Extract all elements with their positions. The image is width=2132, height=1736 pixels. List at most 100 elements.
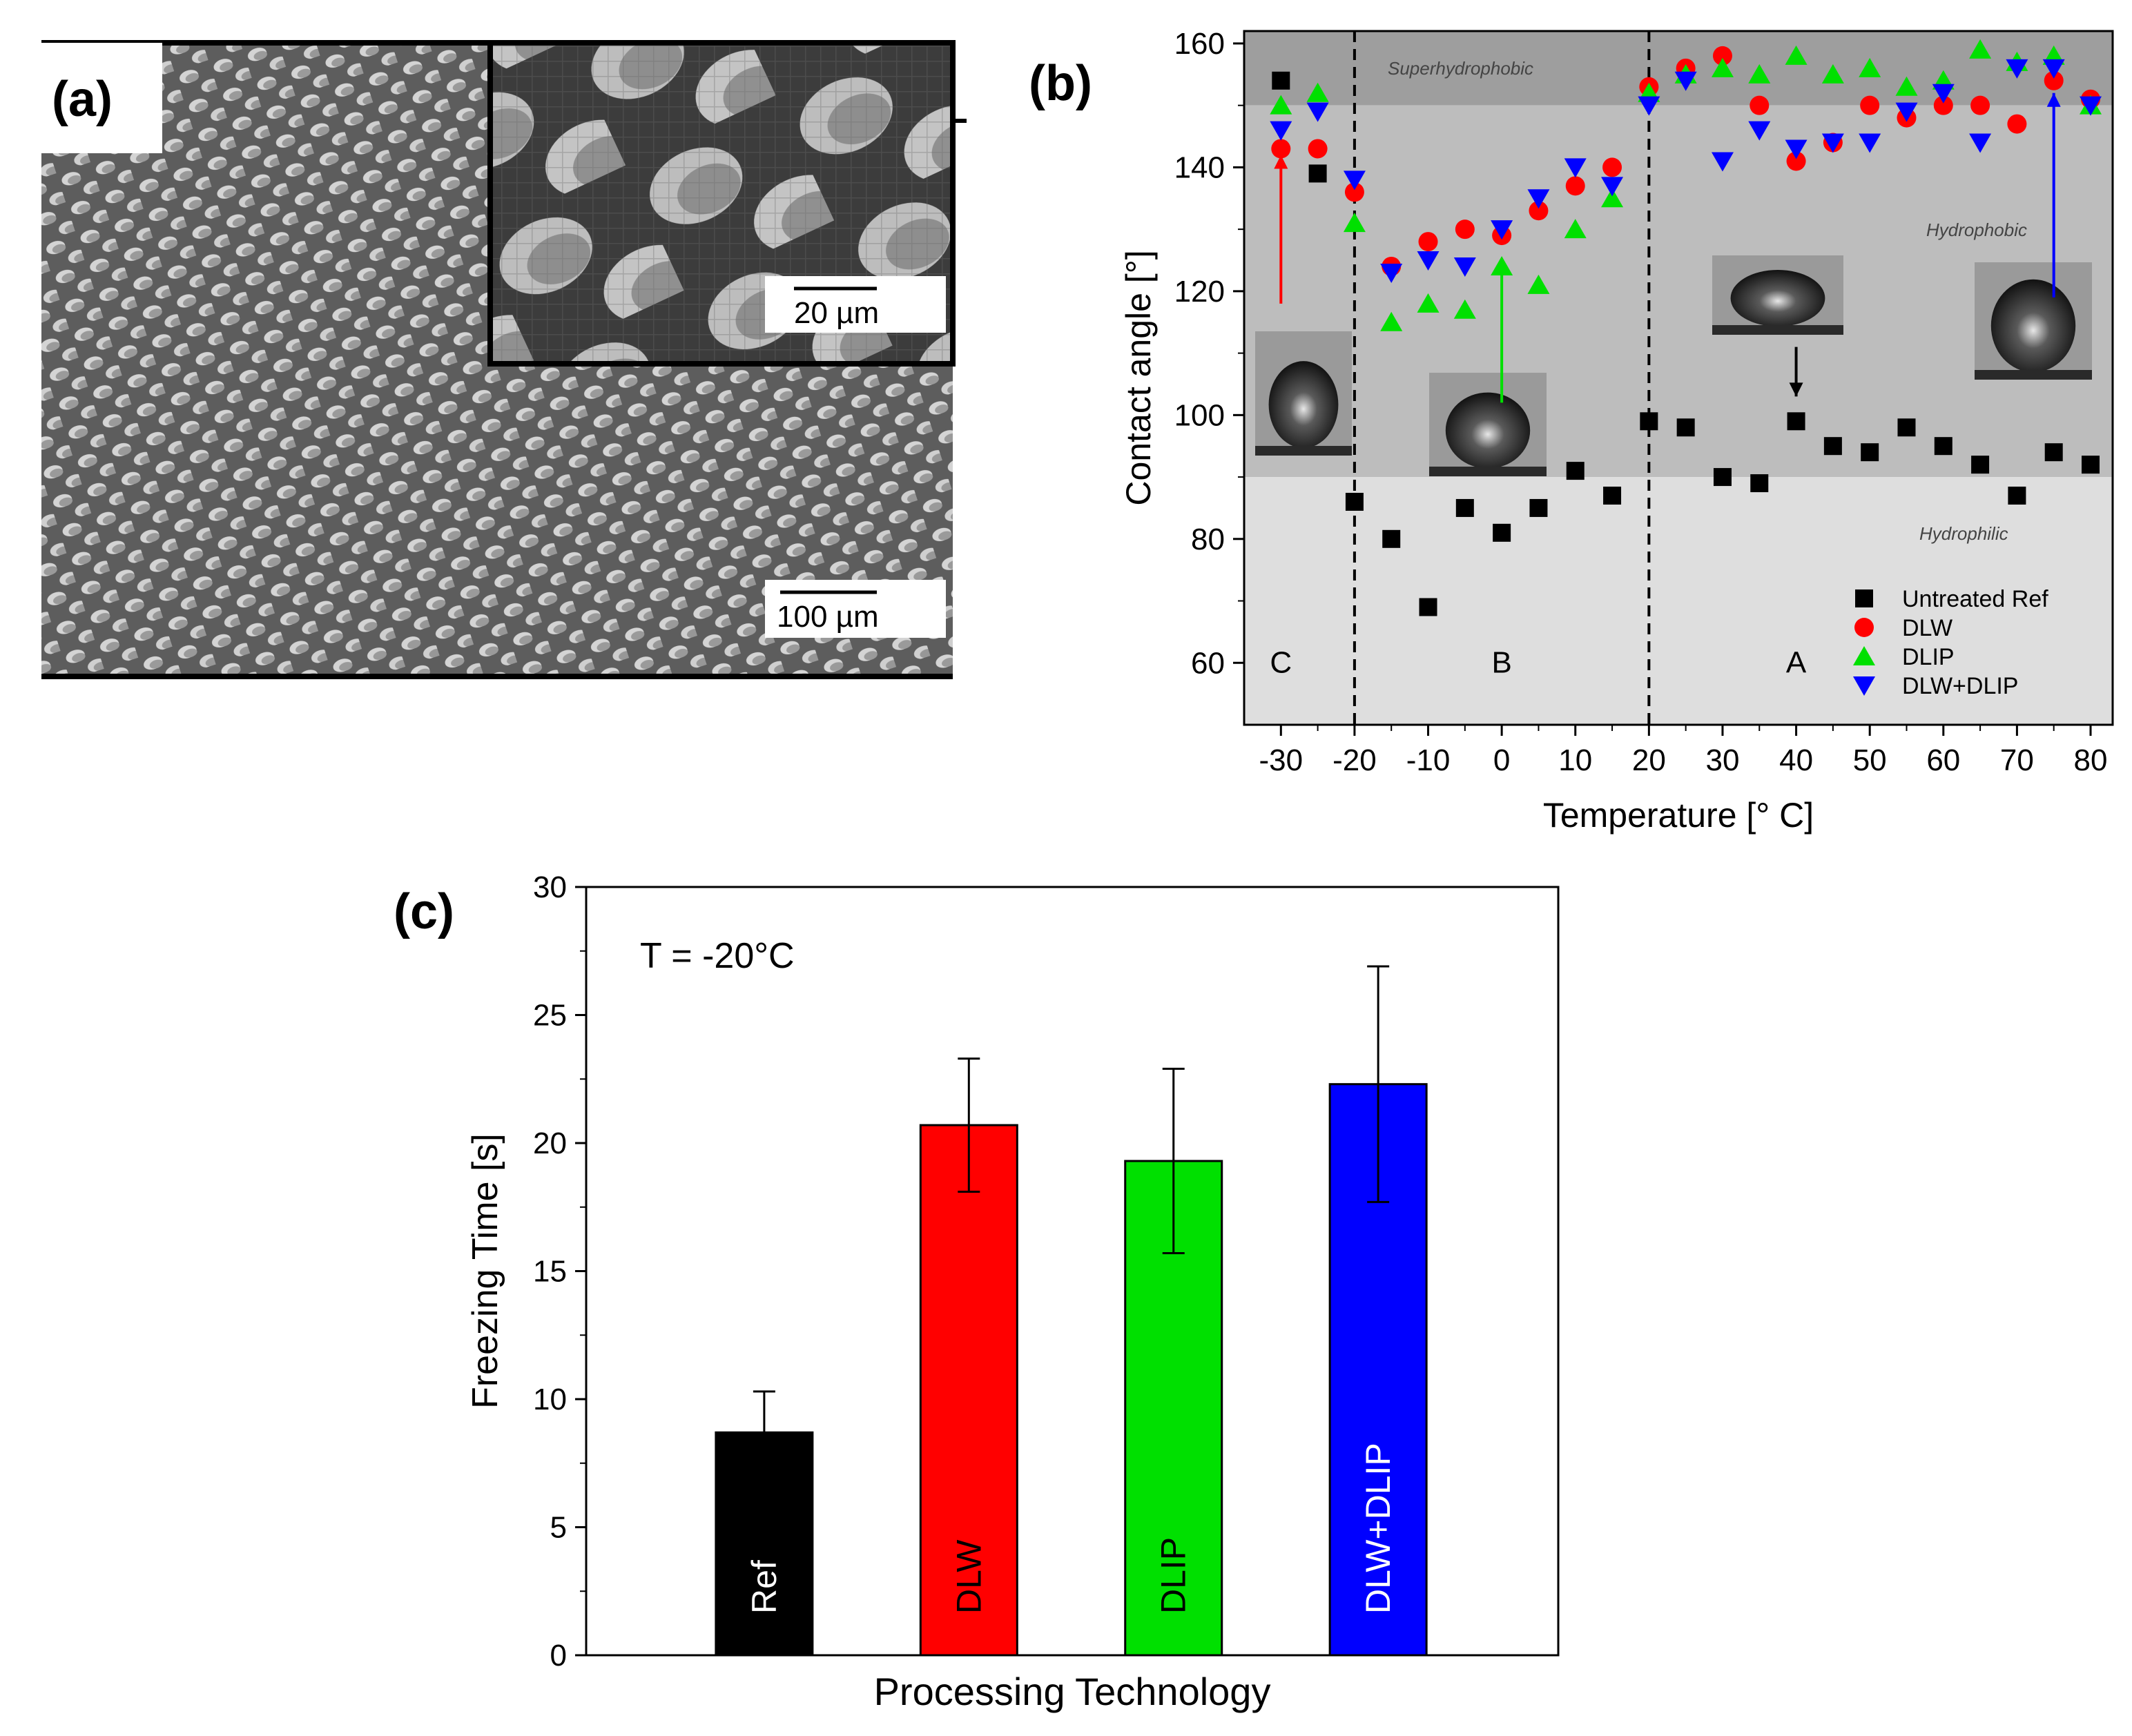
y-tick-label: 120 (1174, 275, 1225, 309)
main-scale-label: 100 µm (777, 600, 879, 634)
panel-b-label: (b) (1029, 56, 1092, 111)
pointer-arrow-head (1789, 382, 1803, 397)
y-tick-label: 10 (533, 1383, 567, 1416)
point-dlw (1308, 139, 1328, 159)
inset-scale-box (765, 276, 946, 333)
point-dlw-dlip (1969, 133, 1992, 153)
point-untreated-ref (1713, 468, 1732, 487)
region-label: Superhydrophobic (1388, 58, 1533, 79)
point-untreated-ref (2044, 443, 2063, 462)
legend-label: DLIP (1902, 644, 1955, 670)
legend-marker (1853, 646, 1875, 665)
droplet-icon (1990, 279, 2076, 373)
point-untreated-ref (1419, 598, 1437, 616)
point-dlip (1564, 219, 1587, 239)
bar-category-label: Ref (745, 1560, 784, 1614)
y-tick-label: 100 (1174, 398, 1225, 432)
inset-scale-label: 20 µm (794, 296, 879, 330)
x-axis-label: Temperature [° C] (1543, 796, 1814, 835)
panel-a-label: (a) (52, 72, 113, 127)
droplet-substrate (1255, 446, 1352, 456)
point-untreated-ref (1676, 418, 1695, 437)
panel-a-label-bg (41, 43, 162, 153)
point-dlw-dlip (1417, 251, 1440, 271)
point-untreated-ref (1455, 498, 1474, 517)
x-axis-label: Processing Technology (874, 1670, 1271, 1713)
y-tick-label: 25 (533, 999, 567, 1033)
y-tick-label: 160 (1174, 27, 1225, 61)
region-band-hydrophobic (1244, 105, 2113, 478)
region-label: Hydrophilic (1919, 523, 2008, 544)
y-tick-label: 20 (533, 1127, 567, 1160)
point-dlw (1529, 201, 1549, 221)
y-tick-label: 30 (533, 870, 567, 904)
point-dlw (1271, 139, 1291, 159)
pointer-arrow-head (2046, 92, 2061, 107)
point-dlw (2007, 114, 2027, 134)
legend-marker (1853, 676, 1875, 696)
point-dlip (1785, 45, 1808, 65)
point-dlw-dlip (1638, 96, 1660, 116)
point-dlw-dlip (1453, 257, 1476, 277)
panel-a: (a) 20 µm 100 µm (41, 40, 967, 679)
droplet-icon (1445, 392, 1531, 469)
x-tick-label: -10 (1406, 743, 1451, 777)
point-dlw-dlip (1859, 133, 1881, 153)
point-dlip (1601, 188, 1624, 208)
point-dlw-dlip (1748, 121, 1771, 141)
y-tick-label: 80 (1191, 523, 1225, 556)
x-tick-label: -20 (1332, 743, 1377, 777)
zone-label: A (1786, 645, 1807, 679)
legend-label: Untreated Ref (1902, 586, 2048, 612)
x-tick-label: 0 (1493, 743, 1510, 777)
point-dlw (1565, 176, 1585, 196)
x-tick-label: 40 (1779, 743, 1813, 777)
point-dlip (1895, 76, 1918, 96)
point-dlw (1860, 95, 1880, 115)
point-dlip (1417, 293, 1440, 313)
bar-category-label: DLIP (1154, 1537, 1193, 1614)
point-dlw-dlip (1270, 121, 1292, 141)
contact-angle-chart: Superhydrophobic Hydrophobic Hydrophilic C B… (1119, 27, 2114, 835)
point-dlw-dlip (1380, 263, 1403, 283)
point-dlip (1821, 64, 1844, 84)
x-tick-label: -30 (1259, 743, 1304, 777)
y-tick-label: 5 (550, 1511, 567, 1545)
droplet-substrate (1712, 325, 1843, 335)
region-label: Hydrophobic (1926, 220, 2027, 240)
point-dlw-dlip (2006, 59, 2028, 79)
point-dlip (1380, 311, 1403, 331)
point-untreated-ref (1603, 486, 1622, 505)
point-dlw-dlip (1343, 170, 1366, 191)
point-untreated-ref (1750, 474, 1769, 493)
point-untreated-ref (2082, 456, 2100, 474)
y-axis-label: Contact angle [°] (1119, 250, 1158, 505)
x-tick-label: 50 (1853, 743, 1887, 777)
point-dlw (1750, 95, 1770, 115)
x-tick-label: 30 (1705, 743, 1739, 777)
point-dlw-dlip (1674, 71, 1697, 91)
point-dlip (1969, 39, 1992, 59)
droplet-icon (1730, 269, 1825, 327)
droplet-substrate (1975, 370, 2092, 380)
main-scale-box (765, 580, 946, 638)
point-dlip (1491, 255, 1513, 275)
point-untreated-ref (1382, 529, 1401, 548)
x-tick-label: 20 (1632, 743, 1666, 777)
y-tick-label: 0 (550, 1639, 567, 1672)
point-untreated-ref (1861, 443, 1879, 462)
point-dlw (2044, 70, 2064, 90)
point-dlw-dlip (1306, 102, 1329, 122)
point-dlip (1343, 213, 1366, 233)
point-dlw-dlip (1821, 133, 1844, 153)
point-dlw (1602, 157, 1622, 177)
region-band-hydrophilic (1244, 477, 2113, 725)
point-dlw-dlip (1895, 102, 1918, 122)
point-dlip (1306, 82, 1329, 102)
bar-dlw (919, 1124, 1018, 1657)
chart-annotation: T = -20°C (640, 936, 795, 976)
x-tick-label: 10 (1558, 743, 1592, 777)
point-dlw (1933, 95, 1953, 115)
point-dlw-dlip (2042, 59, 2065, 79)
bar-category-label: DLW+DLIP (1359, 1443, 1397, 1614)
